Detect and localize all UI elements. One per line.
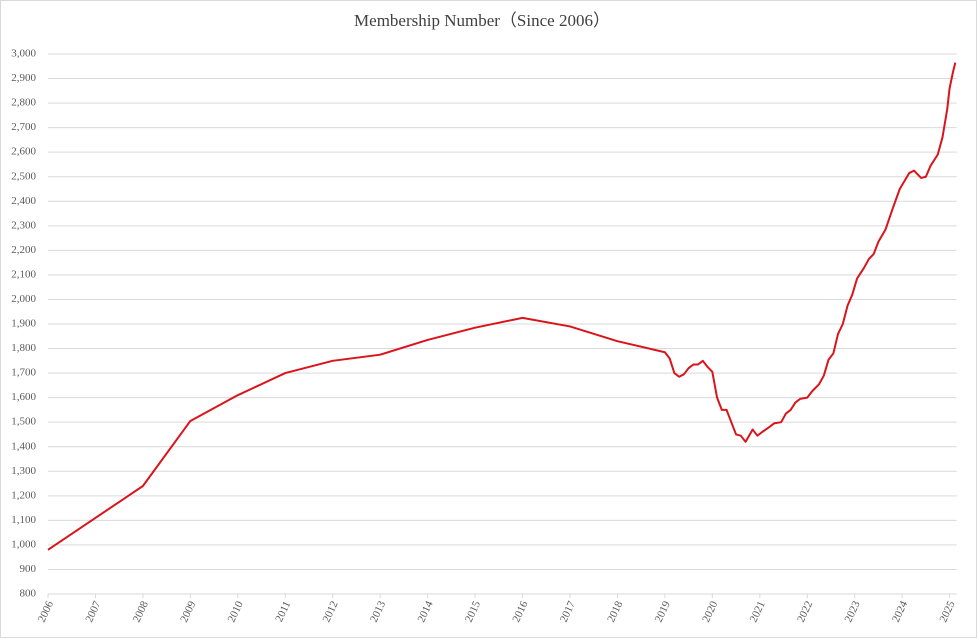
y-tick-label: 1,100 (11, 514, 36, 526)
y-tick-label: 800 (20, 588, 37, 600)
y-tick-label: 2,100 (11, 268, 36, 280)
line (47, 62, 957, 551)
y-tick-label: 2,900 (11, 72, 36, 84)
y-tick-label: 1,600 (11, 391, 36, 403)
y-tick-label: 1,500 (11, 416, 36, 428)
y-tick-label: 1,700 (11, 367, 36, 379)
y-tick-label: 1,300 (11, 465, 36, 477)
y-tick-label: 1,200 (11, 489, 36, 501)
y-tick-label: 1,400 (11, 440, 36, 452)
y-tick-label: 2,400 (11, 195, 36, 207)
y-tick-label: 2,500 (11, 170, 36, 182)
y-tick-label: 3,000 (11, 48, 36, 60)
y-tick-label: 2,000 (11, 293, 36, 305)
y-tick-label: 1,800 (11, 342, 36, 354)
y-tick-label: 2,700 (11, 121, 36, 133)
y-tick-label: 1,900 (11, 318, 36, 330)
y-tick-label: 2,800 (11, 97, 36, 109)
y-tick-label: 2,200 (11, 244, 36, 256)
y-tick-label: 2,600 (11, 146, 36, 158)
y-tick-label: 2,300 (11, 219, 36, 231)
y-tick-label: 1,000 (11, 538, 36, 550)
y-tick-label: 900 (20, 563, 37, 575)
chart-title: Membership Number（Since 2006） (354, 11, 610, 30)
